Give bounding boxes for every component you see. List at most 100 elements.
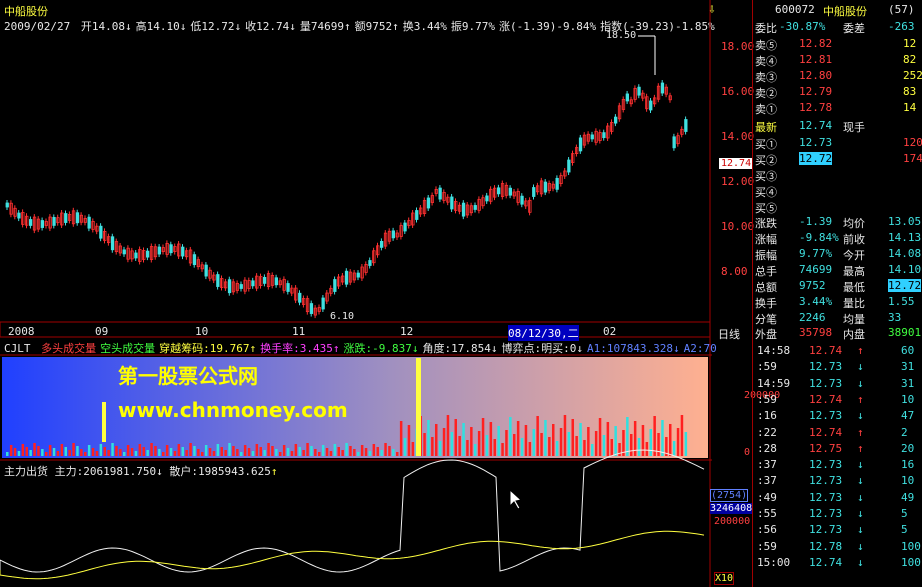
candlestick — [313, 307, 318, 316]
volume-bar — [162, 452, 165, 456]
candlestick — [614, 116, 618, 124]
stat-value: 12.72 — [888, 279, 922, 292]
volume-bar — [559, 428, 563, 456]
quote-item-arrow: ↑ — [343, 20, 351, 33]
tick-direction: ↑ — [857, 441, 864, 455]
candlestick — [317, 307, 321, 312]
volume-bar — [669, 424, 672, 456]
candlestick — [56, 217, 60, 224]
volume-bar — [134, 451, 138, 456]
volume-bar — [583, 440, 586, 456]
candlestick — [360, 266, 364, 279]
candlestick — [512, 191, 516, 197]
volume-bar — [37, 446, 40, 456]
candlestick — [422, 200, 427, 214]
volume-bar — [263, 450, 266, 456]
ask-volume: 82 — [903, 53, 917, 66]
volume-bar — [446, 415, 450, 456]
volume-bar — [481, 418, 485, 456]
volume-bar — [360, 445, 364, 456]
watermark-title: 第一股票公式网 — [118, 364, 258, 388]
candlestick — [114, 241, 119, 252]
now-hand-label: 现手 — [843, 121, 865, 134]
volume-bar — [282, 445, 286, 456]
candlestick — [290, 287, 294, 294]
candlestick — [286, 283, 290, 292]
volume-bar — [513, 434, 516, 456]
tick-row: :49 12.73 ↓ 49 — [753, 490, 922, 506]
bottom-axis-value: 3246408 — [710, 503, 753, 514]
quote-row: 卖④ 12.81 82 — [753, 52, 922, 68]
volume-bar — [579, 423, 582, 456]
candlestick — [653, 97, 657, 105]
stat-value: 2246 — [799, 311, 826, 324]
stat-label: 振幅 — [755, 249, 777, 262]
quote-item-label: 换 — [402, 20, 414, 33]
candlestick — [395, 232, 399, 238]
candlestick — [602, 132, 606, 139]
watermark-url: www.chnmoney.com — [118, 398, 348, 422]
pin-icon[interactable]: ⇩ — [708, 2, 716, 17]
volume-bar — [470, 427, 473, 456]
quote-row: 买③ — [753, 167, 922, 183]
price-axis-label: 18.00 — [721, 40, 755, 53]
candlestick — [649, 100, 653, 111]
candlestick — [528, 199, 532, 213]
candlestick — [438, 187, 442, 200]
candlestick — [309, 303, 314, 314]
quote-item-label: 涨 — [498, 20, 510, 33]
candlestick — [524, 200, 528, 207]
volume-bar — [380, 450, 383, 456]
tick-price: 12.73 — [809, 360, 843, 374]
volume-bar — [353, 449, 356, 456]
tick-volume: 31 — [901, 376, 915, 390]
bid-price: 12.73 — [799, 136, 833, 149]
quote-row: 买⑤ — [753, 199, 922, 215]
candlestick — [543, 181, 548, 193]
wb-value: -30.87% — [779, 20, 826, 33]
tick-direction: ↓ — [857, 360, 864, 374]
stat-label: 总额 — [755, 281, 777, 294]
volume-bar — [345, 443, 348, 456]
tick-price: 12.73 — [809, 523, 843, 537]
volume-bar — [540, 433, 543, 456]
stat-value: 33 — [888, 311, 902, 324]
candlestick — [251, 280, 255, 287]
latest-label: 最新 — [755, 121, 777, 134]
quote-row: 换手 3.44% 量比 1.55 — [753, 294, 922, 310]
tick-row: :16 12.73 ↓ 47 — [753, 408, 922, 424]
month-label: 2008 — [8, 325, 35, 338]
volume-bar — [368, 451, 372, 456]
tick-price: 12.74 — [809, 555, 843, 569]
high-price-mark: 18.50 — [606, 30, 637, 41]
quote-item-label: 开 — [80, 20, 92, 33]
quote-item-arrow: ↓ — [179, 20, 187, 33]
low-price-mark: 6.10 — [330, 311, 355, 322]
ask-volume: 12 — [903, 37, 917, 50]
candlestick — [356, 272, 360, 278]
bid-volume: 120 — [903, 136, 922, 149]
tick-volume: 5 — [901, 507, 908, 520]
tick-price: 12.73 — [809, 409, 843, 423]
candlestick — [656, 85, 661, 100]
ask-volume: 83 — [903, 85, 917, 98]
volume-bar — [532, 429, 535, 456]
volume-axis-200000: 200000 — [744, 390, 781, 401]
candlestick — [446, 196, 450, 203]
tick-time: :56 — [757, 523, 777, 537]
volume-bar — [181, 447, 184, 456]
candlestick-chart[interactable] — [0, 0, 712, 587]
chart-area[interactable]: 中船股份 2009/02/27 开14.08↓ 高14.10↓ 低12.72↓ 收12… — [0, 0, 780, 587]
candlestick — [411, 212, 415, 226]
candlestick — [508, 187, 513, 196]
main-force-arrow: ↓ — [156, 465, 163, 478]
candlestick — [672, 136, 676, 149]
candlestick — [594, 130, 598, 143]
candlestick — [216, 274, 220, 287]
volume-bar — [306, 443, 309, 456]
retail-arrow: ↑ — [270, 465, 278, 478]
period-label[interactable]: 日线 — [718, 328, 740, 341]
candlestick — [181, 246, 185, 257]
volume-bar — [337, 447, 340, 456]
tick-price: 12.73 — [809, 490, 843, 504]
